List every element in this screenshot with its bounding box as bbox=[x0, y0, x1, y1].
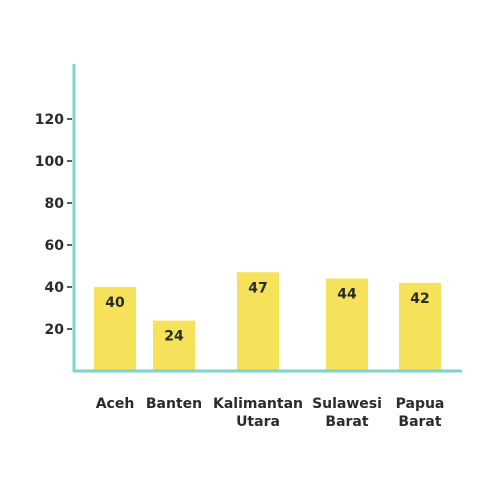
bar bbox=[153, 320, 195, 371]
bar bbox=[326, 278, 368, 371]
y-tick-label: 120 bbox=[35, 112, 64, 128]
data-label: 47 bbox=[248, 280, 267, 296]
y-axis: 20 40 60 80 100 120 bbox=[35, 112, 72, 338]
y-tick-label: 80 bbox=[45, 196, 65, 212]
x-tick-label: Papua bbox=[396, 396, 445, 412]
data-label: 40 bbox=[105, 295, 125, 311]
bars bbox=[94, 272, 441, 371]
y-tick-label: 60 bbox=[45, 238, 65, 254]
bar bbox=[94, 287, 136, 371]
data-label: 44 bbox=[337, 287, 357, 303]
bar bbox=[399, 282, 441, 371]
x-tick-label: Barat bbox=[325, 414, 368, 430]
x-tick-label: Utara bbox=[236, 414, 280, 430]
x-tick-label: Banten bbox=[146, 396, 202, 412]
x-axis-labels: Aceh Banten Kalimantan Utara Sulawesi Barat Pa… bbox=[96, 396, 445, 430]
x-tick-label: Barat bbox=[398, 414, 441, 430]
data-labels: 40 24 47 44 42 bbox=[105, 280, 429, 344]
bar bbox=[237, 272, 279, 371]
x-tick-label: Kalimantan bbox=[213, 396, 303, 412]
y-tick-label: 40 bbox=[45, 280, 65, 296]
y-tick-label: 20 bbox=[45, 322, 65, 338]
x-tick-label: Aceh bbox=[96, 396, 135, 412]
y-tick-label: 100 bbox=[35, 154, 64, 170]
data-label: 42 bbox=[410, 291, 429, 307]
data-label: 24 bbox=[164, 329, 184, 345]
x-tick-label: Sulawesi bbox=[312, 396, 382, 412]
